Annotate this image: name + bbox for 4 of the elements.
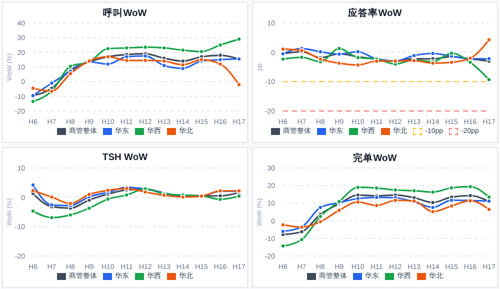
chart-title: TSH WoW	[101, 152, 149, 164]
chart-title: 呼叫WoW	[102, 7, 148, 19]
chart-title: 应答率WoW	[347, 7, 403, 19]
chart-title: 完单WoW	[352, 152, 398, 164]
